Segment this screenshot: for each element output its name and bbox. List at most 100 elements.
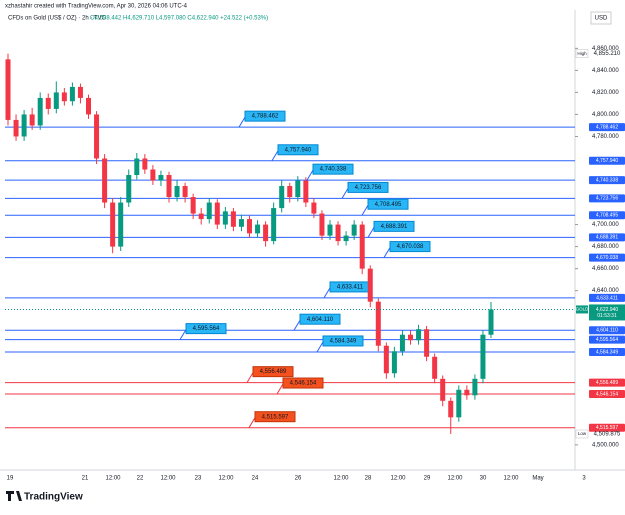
axis-badge bbox=[589, 194, 625, 203]
candle-body bbox=[29, 114, 35, 126]
candle-body bbox=[359, 224, 365, 269]
candle-body bbox=[110, 202, 116, 247]
credit: xzhastahir created with TradingView.com,… bbox=[5, 4, 188, 10]
callout-pointer bbox=[248, 417, 256, 428]
currency[interactable]: USD bbox=[595, 16, 608, 22]
x-tick-label: 22 bbox=[137, 476, 144, 482]
candle-body bbox=[45, 97, 51, 109]
candle-body bbox=[472, 378, 478, 396]
callout-box bbox=[277, 144, 319, 156]
candle-body bbox=[383, 345, 389, 374]
callout-box bbox=[299, 313, 341, 325]
callout-label: 4,556.489 bbox=[260, 369, 287, 375]
candle-body bbox=[94, 114, 100, 159]
axis-badge bbox=[589, 390, 625, 399]
axis-badge bbox=[589, 233, 625, 242]
x-tick-label: 12:00 bbox=[333, 476, 349, 482]
axis-badge-label: 4,546.154 bbox=[596, 391, 618, 397]
x-tick-label: 12:00 bbox=[105, 476, 121, 482]
axis-badge bbox=[589, 253, 625, 262]
footer-logo: TradingView bbox=[6, 491, 83, 503]
candle-body bbox=[21, 114, 27, 137]
candle-body bbox=[5, 59, 11, 120]
chart-title: CFDs on Gold (US$ / OZ) · 2h · TVC bbox=[8, 16, 107, 22]
candle-body bbox=[190, 197, 196, 214]
candle-body bbox=[206, 202, 212, 220]
low-marker-badge bbox=[575, 429, 589, 439]
callout-label: 4,688.391 bbox=[381, 224, 408, 230]
axis-badge bbox=[589, 335, 625, 344]
candle-body bbox=[279, 186, 285, 209]
candle-body bbox=[174, 186, 180, 198]
callout-label: 4,757.940 bbox=[285, 147, 312, 153]
callout-label: 4,723.756 bbox=[355, 185, 382, 191]
candle-body bbox=[351, 224, 357, 236]
candle-body bbox=[399, 334, 405, 352]
callout-label: 4,788.462 bbox=[252, 114, 279, 120]
x-tick-label: 29 bbox=[424, 476, 431, 482]
y-tick-label: 4,780.000 bbox=[592, 134, 619, 140]
callout-pointer bbox=[323, 287, 331, 299]
callout-box bbox=[373, 220, 415, 232]
high-marker-badge bbox=[575, 49, 589, 58]
last-price-badge bbox=[589, 304, 625, 321]
candle-body bbox=[214, 202, 220, 225]
axis-badge bbox=[589, 423, 625, 432]
candle-body bbox=[271, 208, 277, 242]
axis-badge-label: 4,584.349 bbox=[596, 349, 618, 355]
candle-body bbox=[391, 351, 397, 374]
candle-body bbox=[367, 268, 373, 302]
last-price-name: GOLD bbox=[576, 307, 590, 312]
axis-badge bbox=[589, 176, 625, 185]
callout-pointer bbox=[383, 247, 391, 258]
callout-pointer bbox=[271, 150, 279, 162]
axis-badge bbox=[589, 293, 625, 302]
candle-body bbox=[222, 211, 228, 225]
last-price-name-badge bbox=[576, 305, 588, 314]
x-tick-label: 24 bbox=[252, 476, 259, 482]
currency-box[interactable] bbox=[590, 11, 612, 25]
candle-body bbox=[319, 213, 325, 236]
candle-body bbox=[198, 213, 204, 220]
x-tick-label: May bbox=[532, 476, 543, 482]
callout-label: 4,670.038 bbox=[397, 244, 424, 250]
y-tick-label: 4,800.000 bbox=[592, 112, 619, 118]
candle-body bbox=[53, 92, 59, 109]
callout-label: 4,708.495 bbox=[375, 202, 402, 208]
x-tick-label: 12:00 bbox=[390, 476, 406, 482]
candle-body bbox=[311, 202, 317, 214]
candle-body bbox=[488, 309, 494, 335]
axis-badge bbox=[589, 211, 625, 220]
axis-badge bbox=[589, 123, 625, 132]
callout-pointer bbox=[361, 204, 369, 216]
callout-pointer bbox=[367, 227, 375, 238]
callout-label: 4,546.154 bbox=[290, 381, 317, 387]
candle-body bbox=[448, 400, 454, 418]
callout-box bbox=[185, 323, 227, 335]
callout-box bbox=[367, 198, 409, 210]
x-tick-label: 21 bbox=[82, 476, 89, 482]
x-tick-label: 12:00 bbox=[218, 476, 234, 482]
callout-label: 4,515.597 bbox=[262, 414, 289, 420]
y-tick-label: 4,860.000 bbox=[592, 46, 619, 52]
candle-body bbox=[295, 180, 301, 198]
candle-body bbox=[327, 224, 333, 236]
y-tick-label: 4,640.000 bbox=[592, 288, 619, 294]
candle-body bbox=[182, 186, 188, 198]
high-marker-label: 4,855.210 bbox=[594, 51, 621, 57]
candle-body bbox=[375, 301, 381, 346]
low-marker-name: Low bbox=[578, 431, 587, 436]
candle-body bbox=[480, 334, 486, 379]
x-tick-label: 12:00 bbox=[447, 476, 463, 482]
candle-body bbox=[126, 175, 132, 203]
callout-pointer bbox=[246, 372, 254, 383]
x-tick-label: 26 bbox=[295, 476, 302, 482]
callout-box bbox=[244, 110, 286, 122]
axis-badge bbox=[589, 378, 625, 387]
y-tick-label: 4,840.000 bbox=[592, 68, 619, 74]
axis-badge-label: 4,740.338 bbox=[596, 177, 618, 183]
callout-box bbox=[347, 181, 389, 193]
axis-badge bbox=[589, 326, 625, 335]
